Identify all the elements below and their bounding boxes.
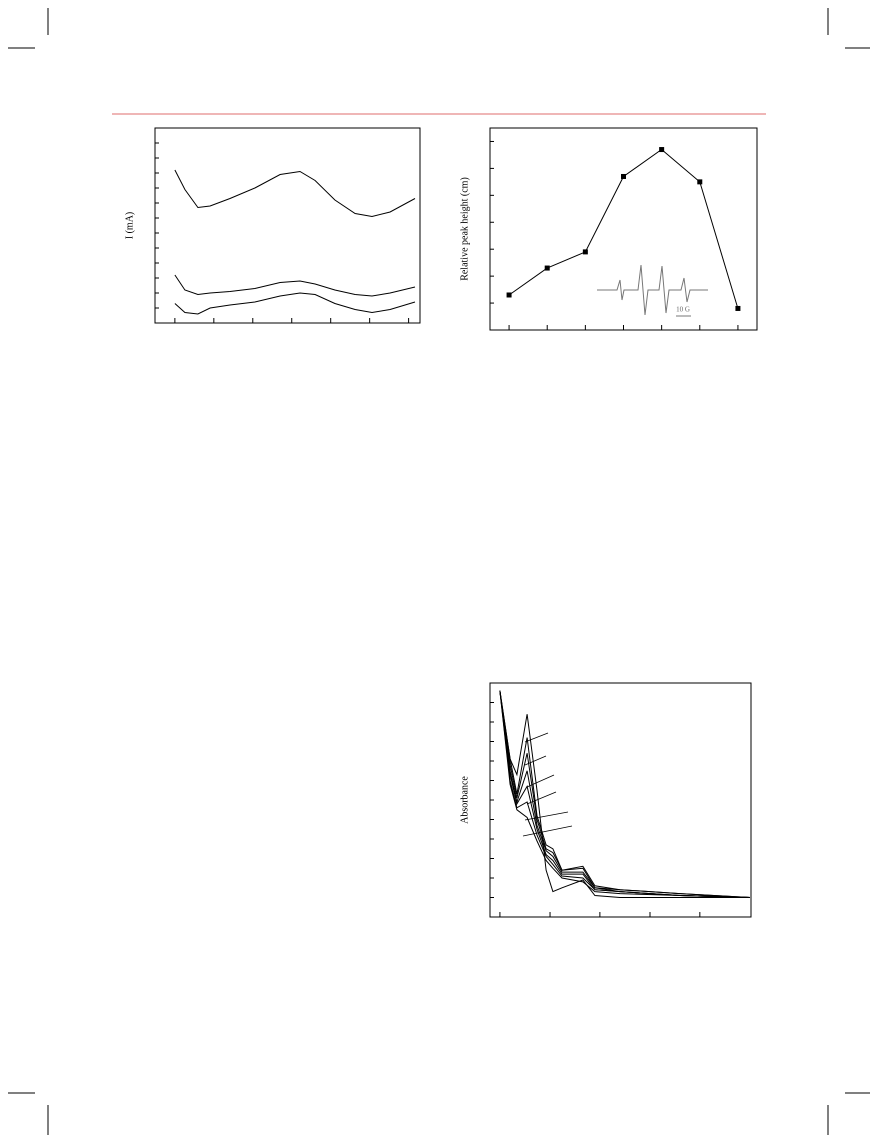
data-point: [544, 265, 550, 271]
crop-marks: [8, 8, 870, 1135]
data-point: [697, 179, 703, 185]
data-line: [174, 292, 416, 315]
epr-inset: [597, 264, 708, 317]
data-line: [174, 169, 416, 218]
data-point: [582, 249, 588, 255]
y-axis-label: I (mA): [124, 212, 135, 240]
data-line: [499, 690, 750, 898]
y-axis-label: Relative peak height (cm): [459, 177, 470, 281]
plot-frame: [489, 127, 758, 331]
data-point: [735, 305, 741, 311]
data-point: [621, 173, 626, 179]
y-axis-label: Absorbance: [459, 776, 470, 824]
data-line: [174, 274, 416, 297]
data-point: [659, 147, 665, 153]
plot-frame: [489, 682, 752, 918]
data-point: [506, 292, 512, 298]
data-line: [499, 690, 751, 898]
leader-lines: [522, 732, 573, 837]
data-line: [499, 690, 751, 898]
data-line: [499, 690, 751, 898]
plot-frame: [154, 127, 421, 324]
annotation: 10 G: [676, 306, 690, 314]
data-line: [508, 148, 739, 309]
